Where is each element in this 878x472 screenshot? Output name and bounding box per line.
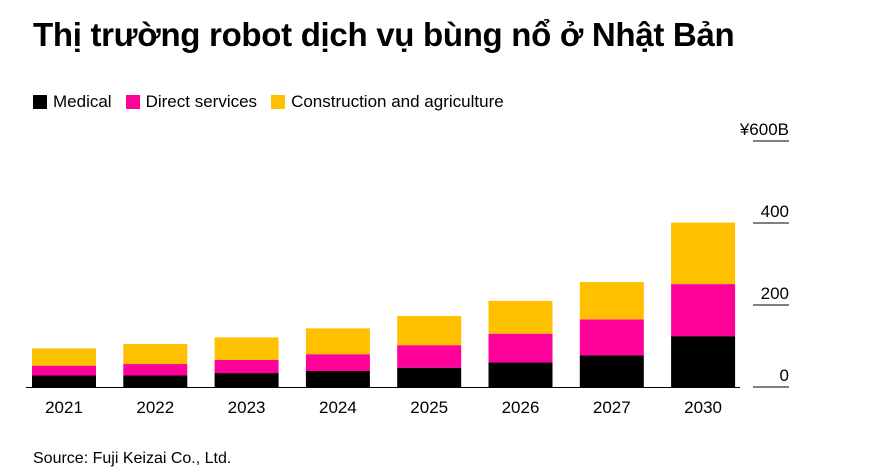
bar-2024-direct-services: [305, 354, 370, 372]
bar-2023-construction-and-agriculture: [214, 337, 279, 360]
y-tick-label-400: 400: [761, 202, 789, 221]
bar-2026-direct-services: [488, 333, 553, 363]
bar-2022-medical: [123, 375, 188, 387]
legend-swatch-direct-services: [125, 95, 140, 109]
x-tick-label-2027: 2027: [593, 398, 631, 417]
legend-label-construction-agriculture: Construction and agriculture: [291, 92, 504, 111]
bar-2021-construction-and-agriculture: [32, 348, 96, 366]
y-tick-label-200: 200: [761, 284, 789, 303]
legend-swatch-medical: [33, 95, 47, 109]
legend-label-medical: Medical: [53, 92, 112, 111]
bar-2023-direct-services: [214, 359, 279, 374]
bar-2021-direct-services: [32, 365, 96, 376]
legend-item-direct-services: Direct services: [125, 92, 258, 112]
bar-2026-medical: [488, 362, 553, 387]
bar-2030-direct-services: [671, 284, 736, 337]
bar-2025-medical: [397, 367, 462, 387]
legend-item-medical: Medical: [33, 92, 112, 112]
bar-2021-medical: [32, 375, 96, 387]
bar-2022-construction-and-agriculture: [123, 343, 188, 365]
bar-2027-direct-services: [579, 319, 644, 356]
x-tick-label-2021: 2021: [45, 398, 83, 417]
bar-2030-medical: [671, 336, 736, 387]
bar-2026-construction-and-agriculture: [488, 300, 553, 334]
source-note: Source: Fuji Keizai Co., Ltd.: [33, 450, 232, 467]
bar-2027-medical: [579, 355, 644, 387]
y-tick-label-0: 0: [780, 366, 789, 385]
legend: Medical Direct services Construction and…: [33, 92, 518, 112]
bar-2030-construction-and-agriculture: [671, 222, 736, 285]
x-tick-label-2023: 2023: [228, 398, 266, 417]
x-tick-label-2022: 2022: [136, 398, 174, 417]
bar-2025-construction-and-agriculture: [397, 316, 462, 346]
x-tick-label-2030: 2030: [684, 398, 722, 417]
x-tick-label-2024: 2024: [319, 398, 357, 417]
x-tick-label-2025: 2025: [410, 398, 448, 417]
bar-2025-direct-services: [397, 345, 462, 368]
bar-2024-construction-and-agriculture: [305, 328, 370, 355]
bar-2024-medical: [305, 371, 370, 387]
legend-label-direct-services: Direct services: [145, 92, 258, 111]
bar-2022-direct-services: [123, 364, 188, 376]
x-tick-label-2026: 2026: [502, 398, 540, 417]
legend-item-construction-agriculture: Construction and agriculture: [271, 92, 504, 112]
chart-title: Thị trường robot dịch vụ bùng nổ ở Nhật …: [33, 16, 735, 53]
y-tick-label-600: ¥600B: [739, 120, 789, 139]
bar-2023-medical: [214, 373, 279, 387]
legend-swatch-construction-agriculture: [271, 95, 286, 109]
bar-2027-construction-and-agriculture: [579, 282, 644, 320]
